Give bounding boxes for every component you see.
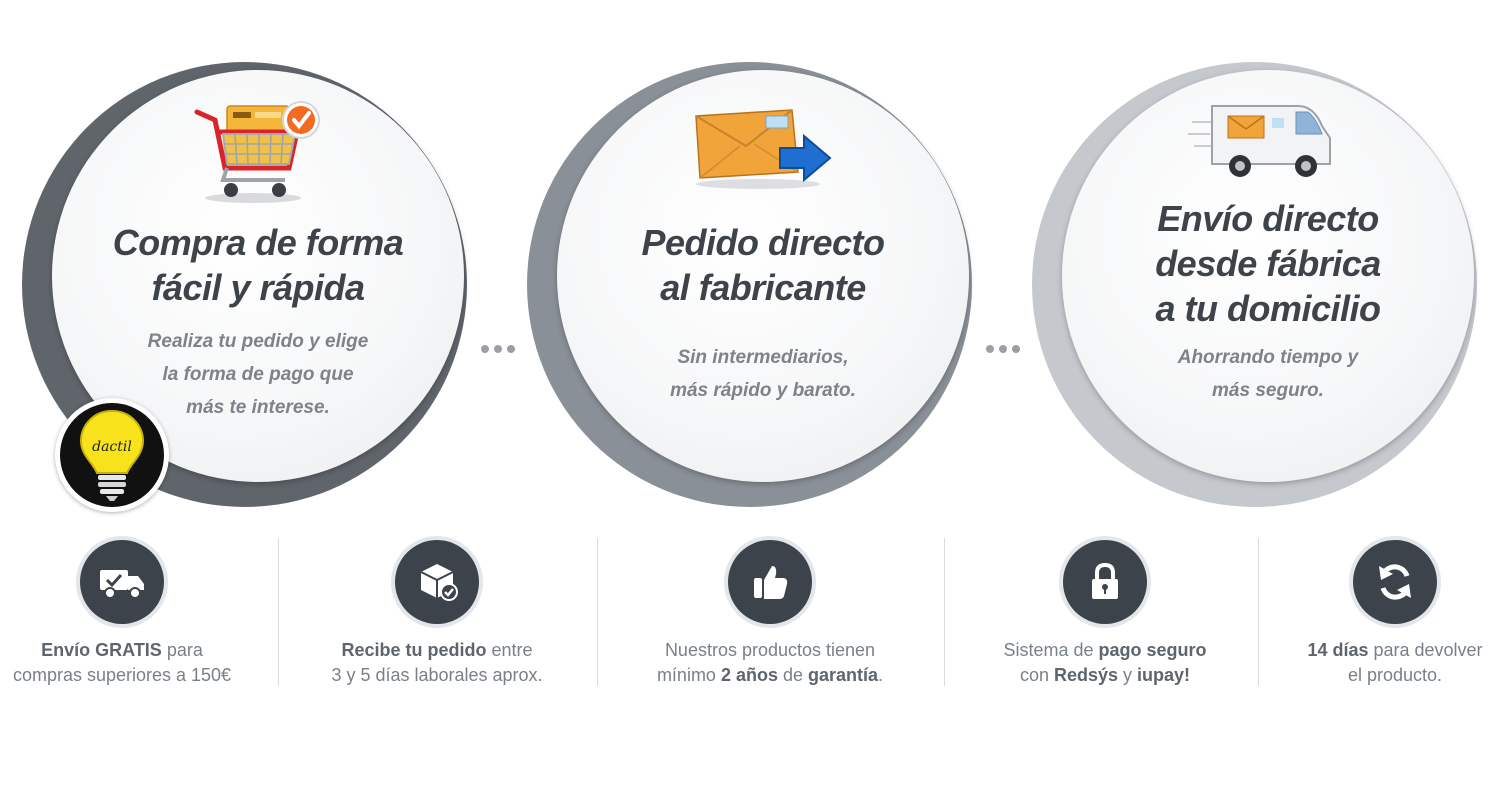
feature-text: 14 días para devolver el producto. [1245, 638, 1500, 688]
step-description: Realiza tu pedido y elige la forma de pa… [52, 325, 464, 424]
shipping-truck-icon [80, 540, 164, 624]
feature-line: mínimo 2 años de garantía. [620, 663, 920, 688]
desc-line: más seguro. [1212, 380, 1324, 401]
feature-returns: 14 días para devolver el producto. [1245, 540, 1500, 688]
desc-line: más te interese. [186, 397, 330, 418]
text-run: 14 días [1307, 640, 1369, 660]
step-buy-easy: Compra de forma fácil y rápida Realiza t… [22, 62, 467, 507]
step-connector-dots [481, 345, 515, 353]
title-line: Pedido directo [641, 222, 885, 263]
feature-delivery-time: Recibe tu pedido entre 3 y 5 días labora… [287, 540, 587, 688]
desc-line: más rápido y barato. [670, 380, 856, 401]
desc-line: Sin intermediarios, [677, 347, 849, 368]
text-run: Nuestros productos tienen [664, 640, 876, 660]
feature-text: Envío GRATIS para compras superiores a 1… [0, 638, 272, 688]
text-run: compras superiores a 150€ [12, 665, 232, 685]
divider [944, 538, 945, 686]
thumbs-up-icon [728, 540, 812, 624]
feature-line: con Redsýs y iupay! [955, 663, 1255, 688]
step-direct-order: Pedido directo al fabricante Sin interme… [527, 62, 972, 507]
text-run: de [777, 665, 809, 685]
box-check-icon [395, 540, 479, 624]
brand-name: dactil [92, 439, 132, 455]
divider [278, 538, 279, 686]
desc-line: Ahorrando tiempo y [1177, 347, 1359, 368]
desc-line: Realiza tu pedido y elige [147, 331, 369, 352]
feature-text: Nuestros productos tienen mínimo 2 años … [620, 638, 920, 688]
refresh-arrows-icon [1353, 540, 1437, 624]
title-line: desde fábrica [1155, 243, 1381, 284]
step-description: Ahorrando tiempo y más seguro. [1062, 341, 1474, 407]
step-title: Envío directo desde fábrica a tu domicil… [1062, 196, 1474, 331]
text-run: . [878, 665, 884, 685]
text-run: pago seguro [1098, 640, 1207, 660]
text-run: mínimo [656, 665, 721, 685]
text-run: para devolver [1368, 640, 1483, 660]
padlock-icon [1063, 540, 1147, 624]
text-run: el producto. [1347, 665, 1443, 685]
feature-line: compras superiores a 150€ [0, 663, 272, 688]
text-run: entre [486, 640, 533, 660]
feature-line: Nuestros productos tienen [620, 638, 920, 663]
step-connector-dots [986, 345, 1020, 353]
text-run: con [1019, 665, 1054, 685]
lightbulb-icon: dactil [60, 403, 164, 507]
title-line: Envío directo [1157, 198, 1379, 239]
text-run: Redsýs [1053, 665, 1119, 685]
desc-line: la forma de pago que [162, 364, 354, 385]
text-run: Sistema de [1003, 640, 1099, 660]
step-home-delivery: Envío directo desde fábrica a tu domicil… [1032, 62, 1477, 507]
feature-secure-payment: Sistema de pago seguro con Redsýs y iupa… [955, 540, 1255, 688]
feature-line: Recibe tu pedido entre [287, 638, 587, 663]
package-arrow-icon [557, 102, 969, 192]
feature-line: 3 y 5 días laborales aprox. [287, 663, 587, 688]
feature-text: Recibe tu pedido entre 3 y 5 días labora… [287, 638, 587, 688]
feature-free-shipping: Envío GRATIS para compras superiores a 1… [0, 540, 272, 688]
step-title: Compra de forma fácil y rápida [52, 220, 464, 310]
text-run: iupay! [1137, 665, 1191, 685]
feature-line: Envío GRATIS para [0, 638, 272, 663]
text-run: 2 años [720, 665, 778, 685]
divider [1258, 538, 1259, 686]
shopping-cart-icon [52, 98, 464, 208]
text-run: para [161, 640, 203, 660]
text-run: garantía [808, 665, 879, 685]
feature-line: Sistema de pago seguro [955, 638, 1255, 663]
feature-text: Sistema de pago seguro con Redsýs y iupa… [955, 638, 1255, 688]
feature-warranty: Nuestros productos tienen mínimo 2 años … [620, 540, 920, 688]
text-run: Envío GRATIS [41, 640, 162, 660]
brand-badge: dactil [55, 398, 169, 512]
title-line: fácil y rápida [151, 267, 365, 308]
title-line: a tu domicilio [1155, 288, 1381, 329]
divider [597, 538, 598, 686]
text-run: 3 y 5 días laborales aprox. [331, 665, 543, 685]
title-line: Compra de forma [112, 222, 404, 263]
delivery-van-icon [1062, 92, 1474, 182]
step-title: Pedido directo al fabricante [557, 220, 969, 310]
feature-line: el producto. [1245, 663, 1500, 688]
step-description: Sin intermediarios, más rápido y barato. [557, 341, 969, 407]
text-run: y [1118, 665, 1138, 685]
title-line: al fabricante [660, 267, 866, 308]
text-run: Recibe tu pedido [341, 640, 487, 660]
feature-line: 14 días para devolver [1245, 638, 1500, 663]
